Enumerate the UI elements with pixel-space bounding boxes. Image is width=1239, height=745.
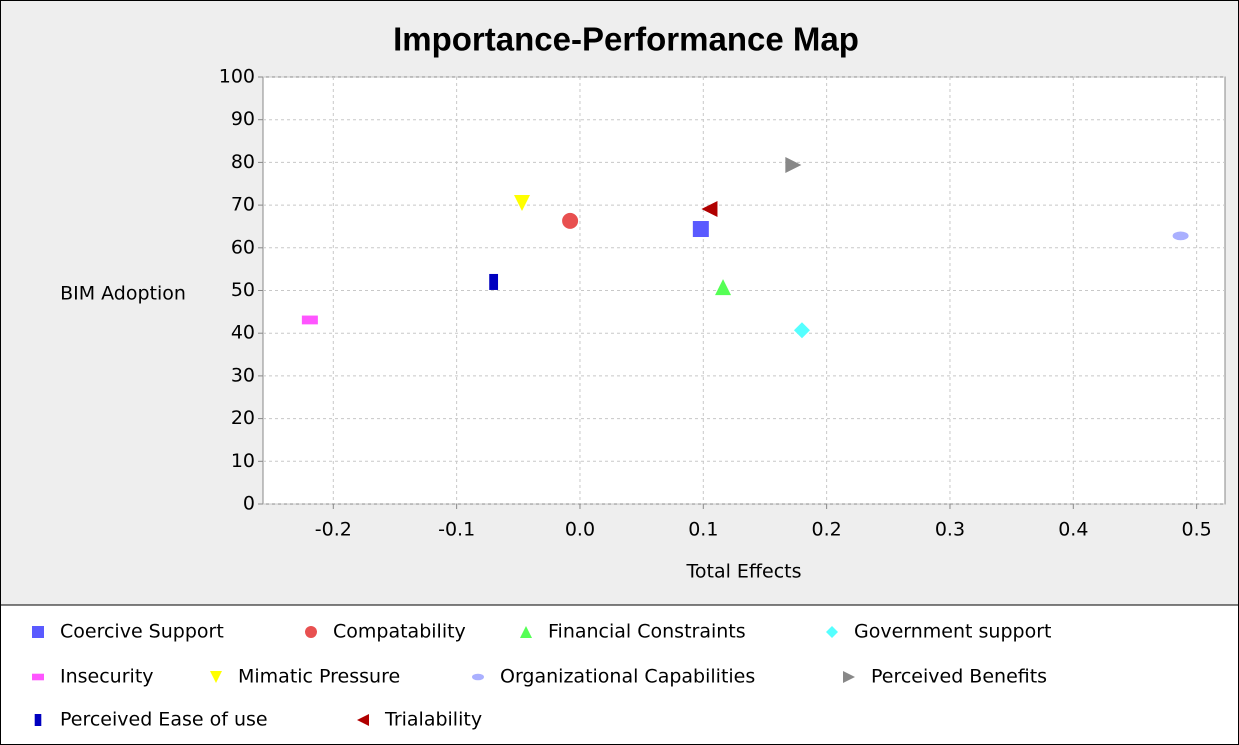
data-point (489, 274, 498, 290)
y-tick-label: 100 (219, 66, 255, 88)
y-tick-label: 60 (231, 236, 255, 258)
x-tick-label: 0.1 (688, 519, 718, 541)
legend-label: Coercive Support (60, 621, 224, 643)
y-tick-label: 70 (231, 194, 255, 216)
y-tick-label: 10 (231, 450, 255, 472)
y-tick-label: 90 (231, 108, 255, 130)
legend-label: Compatability (333, 621, 466, 643)
legend-label: Organizational Capabilities (500, 666, 755, 688)
legend-label: Financial Constraints (548, 621, 746, 643)
legend-marker (32, 626, 44, 638)
y-tick-label: 0 (243, 493, 255, 515)
legend-label: Insecurity (60, 666, 154, 688)
x-tick-label: -0.2 (315, 519, 352, 541)
y-axis-label: BIM Adoption (60, 283, 186, 305)
x-tick-label: 0.2 (812, 519, 842, 541)
legend-marker (305, 626, 317, 638)
data-point (1173, 231, 1189, 240)
x-tick-label: -0.1 (438, 519, 475, 541)
legend-label: Trialability (384, 709, 482, 731)
legend-label: Perceived Benefits (871, 666, 1047, 688)
y-tick-label: 40 (231, 322, 255, 344)
data-point (693, 221, 709, 237)
legend-marker (32, 674, 44, 681)
y-tick-label: 50 (231, 279, 255, 301)
x-tick-label: 0.3 (935, 519, 965, 541)
chart: Importance-Performance Map BIM Adoption … (0, 0, 1239, 745)
x-tick-label: 0.4 (1058, 519, 1088, 541)
legend-label: Mimatic Pressure (238, 666, 400, 688)
x-axis-label: Total Effects (686, 561, 802, 583)
x-tick-label: 0.0 (565, 519, 595, 541)
y-tick-label: 20 (231, 407, 255, 429)
chart-title: Importance-Performance Map (393, 21, 859, 58)
data-point (562, 213, 578, 229)
x-tick-label: 0.5 (1182, 519, 1212, 541)
data-point (302, 316, 318, 325)
legend-label: Government support (854, 621, 1051, 643)
legend-label: Perceived Ease of use (60, 709, 268, 731)
y-tick-label: 80 (231, 151, 255, 173)
y-tick-label: 30 (231, 364, 255, 386)
legend-marker (35, 714, 42, 726)
legend-marker (472, 674, 484, 681)
